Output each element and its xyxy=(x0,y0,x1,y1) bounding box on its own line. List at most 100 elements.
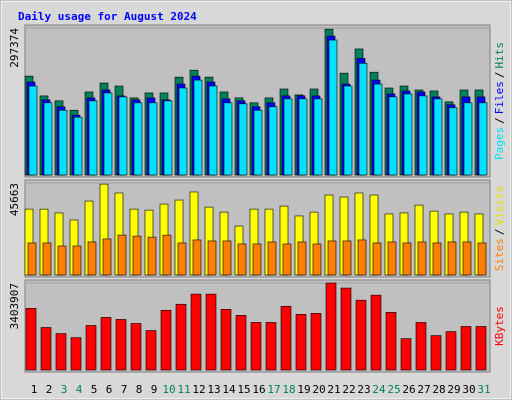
x-tick-label: 27 xyxy=(417,383,430,396)
bar xyxy=(297,241,307,276)
bar xyxy=(238,103,248,176)
bar xyxy=(357,239,367,276)
y-tick-label: 297374 xyxy=(8,28,21,68)
x-tick-label: 1 xyxy=(31,383,38,396)
x-tick-label: 19 xyxy=(297,383,310,396)
bar xyxy=(283,98,293,176)
bar xyxy=(192,239,202,276)
bar xyxy=(280,305,292,371)
legend-entry: Visits xyxy=(493,186,506,226)
x-tick-label: 29 xyxy=(447,383,460,396)
x-tick-label: 12 xyxy=(192,383,205,396)
bar xyxy=(327,240,337,276)
bar xyxy=(43,102,53,176)
legend-entry: Files xyxy=(493,81,506,114)
x-tick-label: 17 xyxy=(267,383,280,396)
x-tick-label: 11 xyxy=(177,383,190,396)
bar xyxy=(462,241,472,276)
x-tick-label: 5 xyxy=(91,383,98,396)
x-tick-label: 14 xyxy=(222,383,236,396)
bar xyxy=(460,326,472,371)
bar xyxy=(252,243,262,276)
bar xyxy=(310,313,322,371)
bar xyxy=(342,240,352,276)
bar xyxy=(28,85,38,176)
bar xyxy=(193,79,203,176)
x-tick-label: 10 xyxy=(162,383,175,396)
bar xyxy=(250,322,262,371)
x-tick-label: 15 xyxy=(237,383,250,396)
legend-separator: / xyxy=(493,72,506,79)
legend-entry: Sites xyxy=(493,238,506,271)
x-tick-label: 13 xyxy=(207,383,220,396)
bar xyxy=(145,330,157,371)
bar xyxy=(372,242,382,276)
bar xyxy=(103,92,113,176)
bar xyxy=(132,235,142,276)
bar xyxy=(388,96,398,176)
bar xyxy=(343,85,353,176)
legend: KBytes xyxy=(493,306,506,346)
bar xyxy=(463,102,473,176)
x-tick-label: 25 xyxy=(387,383,400,396)
bar xyxy=(133,102,143,176)
bar xyxy=(70,337,82,371)
bar xyxy=(88,100,98,176)
x-tick-label: 2 xyxy=(46,383,53,396)
bar xyxy=(72,245,82,276)
bar xyxy=(237,243,247,276)
bar xyxy=(385,312,397,371)
bar xyxy=(235,315,247,371)
bar xyxy=(207,240,217,276)
bar xyxy=(433,98,443,176)
bar xyxy=(40,327,52,371)
bar xyxy=(117,234,127,276)
x-tick-label: 26 xyxy=(402,383,415,396)
legend-entry: KBytes xyxy=(493,306,506,346)
bar xyxy=(58,109,68,176)
x-tick-label: 4 xyxy=(76,383,83,396)
bar xyxy=(177,242,187,276)
bar xyxy=(328,39,338,176)
bar xyxy=(178,87,188,176)
bar xyxy=(25,308,37,371)
legend-entry: Hits xyxy=(493,42,506,69)
chart-title: Daily usage for August 2024 xyxy=(18,10,197,23)
bar xyxy=(100,317,112,371)
bar xyxy=(370,294,382,371)
bar xyxy=(400,338,412,371)
legend-separator: / xyxy=(493,117,506,124)
bar xyxy=(265,322,277,371)
bar xyxy=(325,282,337,371)
bar xyxy=(447,241,457,276)
bar xyxy=(298,98,308,176)
x-tick-label: 8 xyxy=(136,383,143,396)
bar xyxy=(432,242,442,276)
bar xyxy=(220,308,232,371)
bar xyxy=(403,93,413,176)
bar xyxy=(27,242,37,276)
bar xyxy=(340,287,352,371)
bar xyxy=(163,100,173,176)
bar xyxy=(85,325,97,371)
x-tick-label: 31 xyxy=(477,383,490,396)
bar xyxy=(477,242,487,276)
bar xyxy=(478,102,488,176)
x-tick-label: 16 xyxy=(252,383,265,396)
bar xyxy=(267,241,277,276)
x-tick-label: 23 xyxy=(357,383,370,396)
y-tick-label: 3403907 xyxy=(8,283,21,329)
x-tick-label: 18 xyxy=(282,383,295,396)
x-tick-label: 30 xyxy=(462,383,475,396)
x-tick-label: 9 xyxy=(151,383,158,396)
legend: Sites / Visits xyxy=(493,186,506,272)
legend: Pages / Files / Hits xyxy=(493,42,506,160)
bar xyxy=(415,322,427,371)
bar xyxy=(312,243,322,276)
bar xyxy=(130,323,142,371)
legend-separator: / xyxy=(493,229,506,236)
x-tick-label: 7 xyxy=(121,383,128,396)
x-tick-label: 6 xyxy=(106,383,113,396)
bar xyxy=(475,326,487,371)
